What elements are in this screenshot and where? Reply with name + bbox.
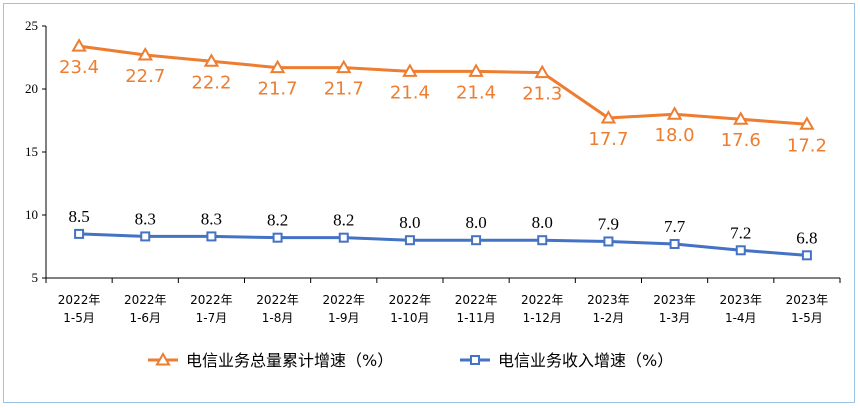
data-label: 22.2 xyxy=(191,72,231,93)
x-tick-label-year: 2023年 xyxy=(653,293,696,307)
point-marker-triangle xyxy=(336,59,352,74)
series-line-2 xyxy=(79,232,808,257)
point-marker-square xyxy=(735,245,746,256)
x-tick-label-period: 1-6月 xyxy=(129,311,161,325)
x-tick-label-year: 2023年 xyxy=(786,293,829,307)
point-marker-square xyxy=(74,228,85,239)
point-marker-triangle xyxy=(600,109,617,124)
point-marker-square xyxy=(206,231,217,242)
data-label: 17.7 xyxy=(588,129,628,150)
x-tick-label-period: 1-3月 xyxy=(659,311,691,325)
data-label: 7.7 xyxy=(664,217,686,236)
data-label: 6.8 xyxy=(796,228,817,247)
legend-triangle-icon xyxy=(155,351,171,366)
point-marker-square xyxy=(338,232,349,243)
point-marker-triangle xyxy=(666,106,683,120)
data-label: 21.7 xyxy=(258,79,298,100)
data-label: 7.9 xyxy=(598,214,619,233)
point-marker-square xyxy=(603,236,614,247)
x-tick-label-year: 2022年 xyxy=(58,293,101,307)
data-label: 8.0 xyxy=(465,213,486,232)
data-label: 21.3 xyxy=(522,84,562,105)
data-label: 21.7 xyxy=(324,79,364,100)
point-marker-square xyxy=(669,238,680,249)
x-tick-label-year: 2022年 xyxy=(322,293,365,307)
y-tick-label: 10 xyxy=(25,207,38,222)
x-tick-label-year: 2023年 xyxy=(587,293,630,307)
data-label: 8.3 xyxy=(135,209,156,228)
x-tick-label-period: 1-9月 xyxy=(328,311,360,325)
x-tick-label-period: 1-12月 xyxy=(523,311,562,325)
x-tick-label-year: 2022年 xyxy=(521,293,564,307)
legend-item-revenue: 电信业务收入增速（%） xyxy=(460,351,673,370)
x-tick-label-year: 2022年 xyxy=(190,293,233,307)
legend-item-total: 电信业务总量累计增速（%） xyxy=(148,351,393,370)
point-marker-square xyxy=(272,232,283,243)
x-tick-label-year: 2023年 xyxy=(719,293,762,307)
y-tick-label: 5 xyxy=(32,270,39,285)
data-label: 21.4 xyxy=(456,82,496,103)
x-tick-label-period: 1-5月 xyxy=(791,311,823,325)
data-label: 17.2 xyxy=(787,135,827,156)
point-marker-square xyxy=(801,250,812,261)
data-label: 8.2 xyxy=(333,211,354,230)
point-marker-triangle xyxy=(269,59,286,74)
legend-square-icon xyxy=(470,355,480,365)
x-tick-label-period: 1-11月 xyxy=(456,311,495,325)
data-label: 8.0 xyxy=(532,213,553,232)
point-marker-triangle xyxy=(468,63,484,77)
point-marker-square xyxy=(404,235,415,246)
data-label: 8.5 xyxy=(68,207,89,226)
x-tick-label-period: 1-8月 xyxy=(262,311,294,325)
x-tick-label-period: 1-10月 xyxy=(390,311,429,325)
point-marker-square xyxy=(140,231,151,242)
series-line-1 xyxy=(78,44,808,126)
legend-label: 电信业务总量累计增速（%） xyxy=(186,351,393,370)
point-marker-triangle xyxy=(71,38,87,52)
point-marker-triangle xyxy=(534,64,550,79)
data-label: 8.3 xyxy=(201,209,222,228)
data-label: 22.7 xyxy=(125,66,165,87)
y-tick-label: 20 xyxy=(25,81,38,96)
point-marker-triangle xyxy=(203,53,220,67)
data-label: 23.4 xyxy=(59,57,99,78)
data-label: 18.0 xyxy=(655,125,695,146)
point-marker-square xyxy=(471,235,482,246)
data-label: 7.2 xyxy=(730,223,751,242)
point-marker-triangle xyxy=(733,111,749,125)
point-marker-triangle xyxy=(799,116,815,130)
legend-label: 电信业务收入增速（%） xyxy=(498,351,673,370)
x-tick-label-period: 1-2月 xyxy=(593,311,625,325)
x-tick-label-year: 2022年 xyxy=(256,293,299,307)
x-tick-label-period: 1-4月 xyxy=(725,311,757,325)
point-marker-triangle xyxy=(137,46,153,61)
y-tick-label: 15 xyxy=(25,144,38,159)
point-marker-square xyxy=(537,235,548,246)
x-tick-label-period: 1-7月 xyxy=(196,311,228,325)
y-tick-label: 25 xyxy=(25,18,38,33)
data-label: 8.2 xyxy=(267,211,288,230)
data-label: 17.6 xyxy=(721,130,761,151)
data-label: 8.0 xyxy=(399,213,420,232)
point-marker-triangle xyxy=(402,63,418,77)
x-tick-label-year: 2022年 xyxy=(389,293,432,307)
x-tick-label-period: 1-5月 xyxy=(63,311,95,325)
x-tick-label-year: 2022年 xyxy=(455,293,498,307)
chart-frame xyxy=(3,3,855,403)
x-tick-label-year: 2022年 xyxy=(124,293,167,307)
data-label: 21.4 xyxy=(390,82,430,103)
